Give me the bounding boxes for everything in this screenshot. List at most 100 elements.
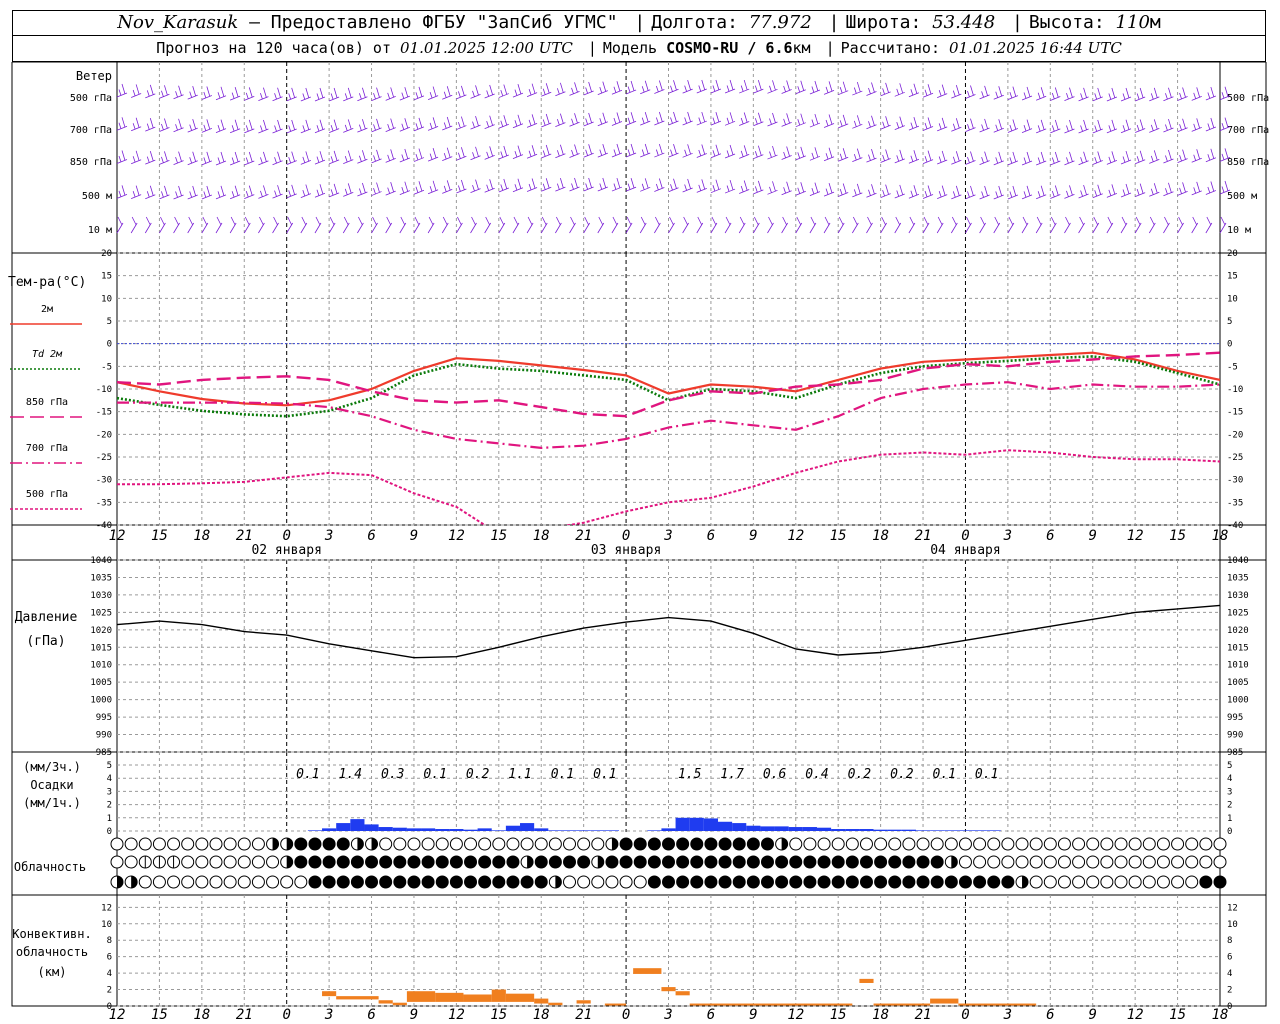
precip-total: 0.2 [848, 767, 872, 782]
wind-barb [357, 150, 368, 164]
temp-series-3 [117, 381, 1220, 449]
wind-barb [823, 216, 831, 234]
cloud-symbol [1142, 837, 1156, 851]
cloud-symbol [464, 855, 478, 869]
cloud-symbol [1128, 855, 1142, 869]
wind-barb [427, 216, 435, 234]
precip-bar [873, 829, 888, 831]
wind-barb [1106, 151, 1118, 165]
legend-label: 700 гПа [26, 443, 68, 454]
wind-barb [654, 111, 665, 126]
cloud-symbol [407, 855, 421, 869]
cloud-symbol [336, 855, 350, 869]
cloud-symbol [718, 855, 732, 869]
wind-barb [823, 81, 835, 95]
precip-bar [774, 826, 789, 831]
wind-barb [1092, 151, 1103, 165]
wind-barb [569, 177, 580, 192]
cloud-symbol [421, 837, 435, 851]
cloud-symbol [1043, 837, 1057, 851]
wind-barb [159, 185, 170, 200]
wind-barb [668, 144, 679, 158]
precip-bar [972, 830, 987, 831]
cloud-symbol [379, 837, 393, 851]
wind-barb [1106, 216, 1114, 234]
hour-label: 21 [236, 528, 253, 544]
wind-barb [385, 216, 393, 234]
pres-tick-right: 1015 [1227, 643, 1249, 653]
wind-barb [526, 114, 538, 128]
wind-barb [668, 80, 679, 94]
cloud-symbol [888, 855, 902, 869]
wind-barb [625, 216, 633, 234]
cloud-symbol [478, 837, 492, 851]
cloud-symbol [1128, 837, 1142, 851]
cloud-symbol [619, 855, 633, 869]
wind-barb [130, 185, 142, 199]
wind-barb [640, 178, 651, 192]
cloud-half [611, 838, 618, 850]
wind-barb [937, 84, 948, 99]
hour-label-bottom: 21 [575, 1007, 592, 1023]
wind-barb [187, 185, 198, 200]
temp-tick-right: -15 [1227, 408, 1243, 418]
wind-barb [1064, 216, 1071, 234]
wind-barb [314, 119, 326, 134]
conv-tick-left: 2 [107, 986, 112, 996]
cloud-symbol [1001, 837, 1015, 851]
cloud-symbol [973, 837, 987, 851]
precip-bar [816, 827, 832, 831]
cloud-symbol [1142, 875, 1156, 889]
station-name: Nov_Karasuk [117, 12, 239, 33]
cloud-half [951, 856, 958, 868]
pres-tick-left: 1005 [90, 678, 112, 688]
wind-barb [908, 116, 920, 131]
cloud-symbol [506, 855, 520, 869]
wind-barb [399, 216, 407, 234]
wind-barb [328, 216, 336, 234]
temp-tick-right: 10 [1227, 294, 1238, 304]
wind-barb [668, 111, 679, 126]
wind-barb [922, 216, 930, 234]
wind-barb [1021, 216, 1029, 234]
cloud-symbol [789, 837, 803, 851]
prec-tick-right: 0 [1227, 827, 1232, 837]
wind-barb [852, 148, 863, 163]
wind-barb [385, 182, 396, 196]
conv-tick-left: 12 [101, 903, 112, 913]
cloud-symbol [916, 855, 930, 869]
wind-title: Ветер [76, 69, 112, 83]
convective-panel: 12 12 10 10 8 8 6 6 4 4 2 2 0 0 Конвективн. облачность (… [12, 903, 1238, 1012]
hour-label-bottom: 9 [749, 1007, 757, 1023]
conv-unit: (км) [38, 965, 67, 979]
cloud-symbol [958, 837, 972, 851]
wind-barb [201, 151, 212, 166]
cloud-symbol [973, 855, 987, 869]
wind-barb [187, 151, 198, 166]
precip-bar [463, 829, 478, 831]
wind-barb [1163, 149, 1174, 164]
cloud-symbol [322, 855, 336, 869]
cloud-symbol [944, 837, 958, 851]
wind-barb [357, 119, 368, 133]
hour-label: 0 [622, 528, 630, 544]
conv-bar [534, 998, 549, 1004]
cloud-symbol [704, 837, 718, 851]
precip-bar [944, 830, 959, 831]
cloud-symbol [1072, 837, 1086, 851]
cloud-symbol [124, 855, 138, 869]
cloud-symbol [1100, 855, 1114, 869]
conv-bar [859, 978, 874, 983]
cloud-symbol [421, 875, 435, 889]
wind-barb [357, 182, 368, 197]
wind-barb [668, 178, 679, 193]
wind-barb [385, 87, 396, 101]
precip-total: 0.3 [381, 767, 404, 782]
cloud-symbol [662, 855, 675, 869]
forecast-prefix: Прогноз на 120 часа(ов) от [156, 39, 391, 57]
cloud-symbol [718, 837, 732, 851]
cloud-symbol [294, 875, 308, 889]
wind-barb [724, 179, 736, 194]
wind-barb [583, 144, 594, 158]
wind-level-left: 500 м [82, 191, 112, 202]
